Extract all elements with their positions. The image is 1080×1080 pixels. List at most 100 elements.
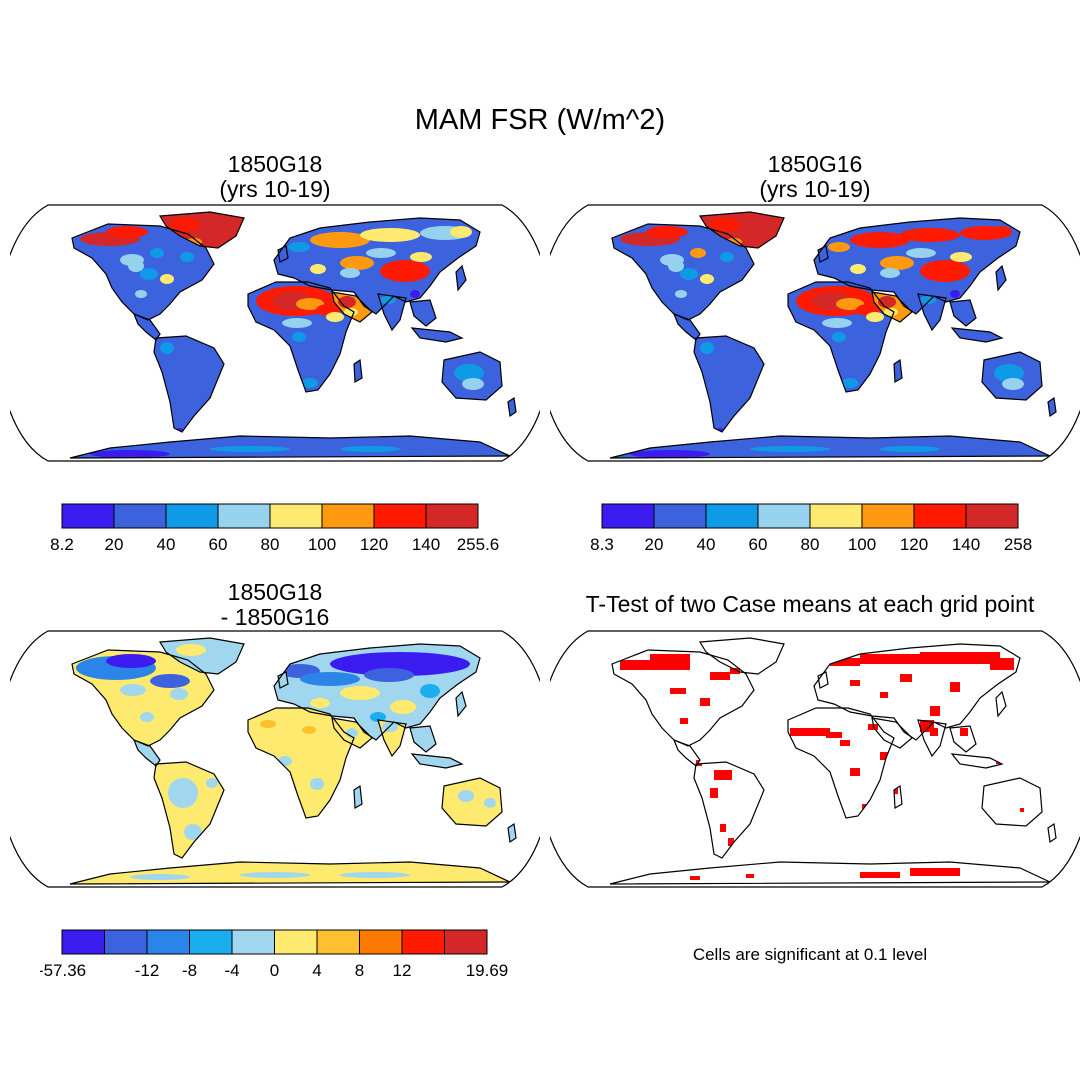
field-patch-antarctica (630, 450, 710, 458)
significant-cells (990, 658, 1014, 670)
colorbar-1850G16: 8.3 20 40 60 80 100 120 140 258 (590, 503, 1032, 554)
map-border (10, 204, 540, 462)
land-uk-g16 (818, 246, 828, 262)
field-patch-namerica (680, 268, 698, 280)
field-patch-eurasia (850, 232, 910, 248)
significant-cells (790, 728, 830, 736)
field-patch-antarctica (340, 446, 400, 452)
coastline-australia (981, 777, 1043, 827)
coastline-eurasia (813, 643, 1021, 741)
significant-cells (950, 682, 960, 692)
land-seasia-diff (410, 726, 436, 752)
colorbar-1850G18: 8.2 20 40 60 80 100 120 140 255.6 (50, 503, 500, 554)
colorbar-tick-label: 255.6 (457, 535, 500, 554)
field-patch-antarctica (240, 872, 310, 878)
coastline-indonesia (410, 753, 464, 769)
field-patch-namerica (120, 684, 146, 696)
significant-cells (910, 868, 960, 876)
land-madagascar-g18 (354, 360, 362, 382)
field-patch-africa (310, 778, 324, 790)
significant-cells (868, 724, 878, 730)
colorbar-tick-label: -57.36 (40, 961, 86, 980)
coastline-indonesia (410, 327, 464, 343)
field-patch-eurasia (274, 262, 284, 272)
coastline-samerica (693, 335, 765, 433)
field-patch-antarctica (880, 446, 940, 452)
coastline-eurasia (273, 643, 481, 741)
colorbar-box-g16 (653, 503, 707, 529)
colorbar-box-diff (316, 929, 360, 955)
coastline-greenland (158, 211, 245, 249)
colorbar-box-g16 (601, 503, 655, 529)
significant-cells (690, 876, 700, 880)
field-patch-eurasia (380, 260, 430, 282)
coastline-nz (507, 396, 517, 418)
field-patch-arabia (884, 308, 898, 316)
field-patch-africa (260, 720, 276, 728)
significant-cells (850, 680, 860, 686)
coastline-samerica (153, 761, 225, 859)
coastline-eurasia (273, 217, 481, 315)
coastline-india (377, 293, 407, 332)
field-patch-eurasia (364, 668, 414, 682)
significant-cells (730, 668, 740, 674)
land-nz-g18 (508, 398, 516, 416)
coastline-samerica (693, 761, 765, 859)
colorbar-tick-label: 40 (157, 535, 176, 554)
map-1850G18 (10, 204, 540, 462)
significant-cells (900, 674, 912, 682)
field-patch-eurasia (880, 256, 914, 270)
colorbar-box-diff (231, 929, 275, 955)
significant-cells (840, 740, 850, 746)
colorbar-box-g18 (113, 503, 167, 529)
field-patch-eurasia (340, 256, 374, 270)
field-patch-australia (1002, 378, 1024, 390)
figure-title: MAM FSR (W/m^2) (414, 104, 666, 136)
colorbar-tick-label: 140 (952, 535, 980, 554)
coastline-greenland (698, 637, 785, 675)
field-patch-greenland (710, 218, 740, 232)
land-africa-diff (248, 708, 354, 818)
field-patch-africa (302, 378, 318, 388)
panel-title-difference: 1850G18 - 1850G16 (220, 579, 330, 630)
colorbar-tick-label: 120 (360, 535, 388, 554)
significant-cells (930, 728, 938, 736)
coastline-seasia (409, 299, 437, 327)
colorbar-box-g18 (321, 503, 375, 529)
coastline-indonesia (950, 327, 1004, 343)
coastline-india (377, 719, 407, 758)
coastline-greenland (158, 637, 245, 675)
coastline-uk (277, 245, 289, 263)
field-patch-samerica (184, 824, 202, 840)
coastline-japan (995, 264, 1007, 292)
field-patch-namerica (170, 688, 188, 700)
field-patch-eurasia (340, 268, 360, 278)
coastline-australia (441, 351, 503, 401)
colorbar-tick-label: 258 (1004, 535, 1032, 554)
colorbar-tick-label: 12 (393, 961, 412, 980)
coastline-japan (455, 264, 467, 292)
field-patch-africa (292, 332, 306, 342)
field-patch-namerica (140, 268, 158, 280)
land-uk-diff (278, 672, 288, 688)
coastline-namerica (71, 223, 215, 321)
significant-cells (710, 672, 730, 680)
coastline-india (917, 719, 947, 758)
field-patch-antarctica (210, 446, 290, 452)
field-patch-eurasia (410, 252, 432, 262)
land-uk-g18 (278, 246, 288, 262)
colorbar-tick-label: 40 (697, 535, 716, 554)
significant-cells (700, 698, 710, 706)
coastline-nz (507, 822, 517, 844)
significant-cells (860, 872, 900, 878)
coastline-arabia (331, 291, 373, 323)
colorbar-box-g16 (705, 503, 759, 529)
coastline-antarctica (69, 435, 511, 459)
colorbar-tick-label: 60 (209, 535, 228, 554)
field-patch-africa (836, 298, 864, 310)
significant-cells (650, 654, 690, 664)
significant-cells (680, 718, 688, 724)
colorbar-tick-label: 20 (105, 535, 124, 554)
coastline-antarctica (609, 861, 1051, 885)
colorbar-tick-label: 4 (312, 961, 321, 980)
